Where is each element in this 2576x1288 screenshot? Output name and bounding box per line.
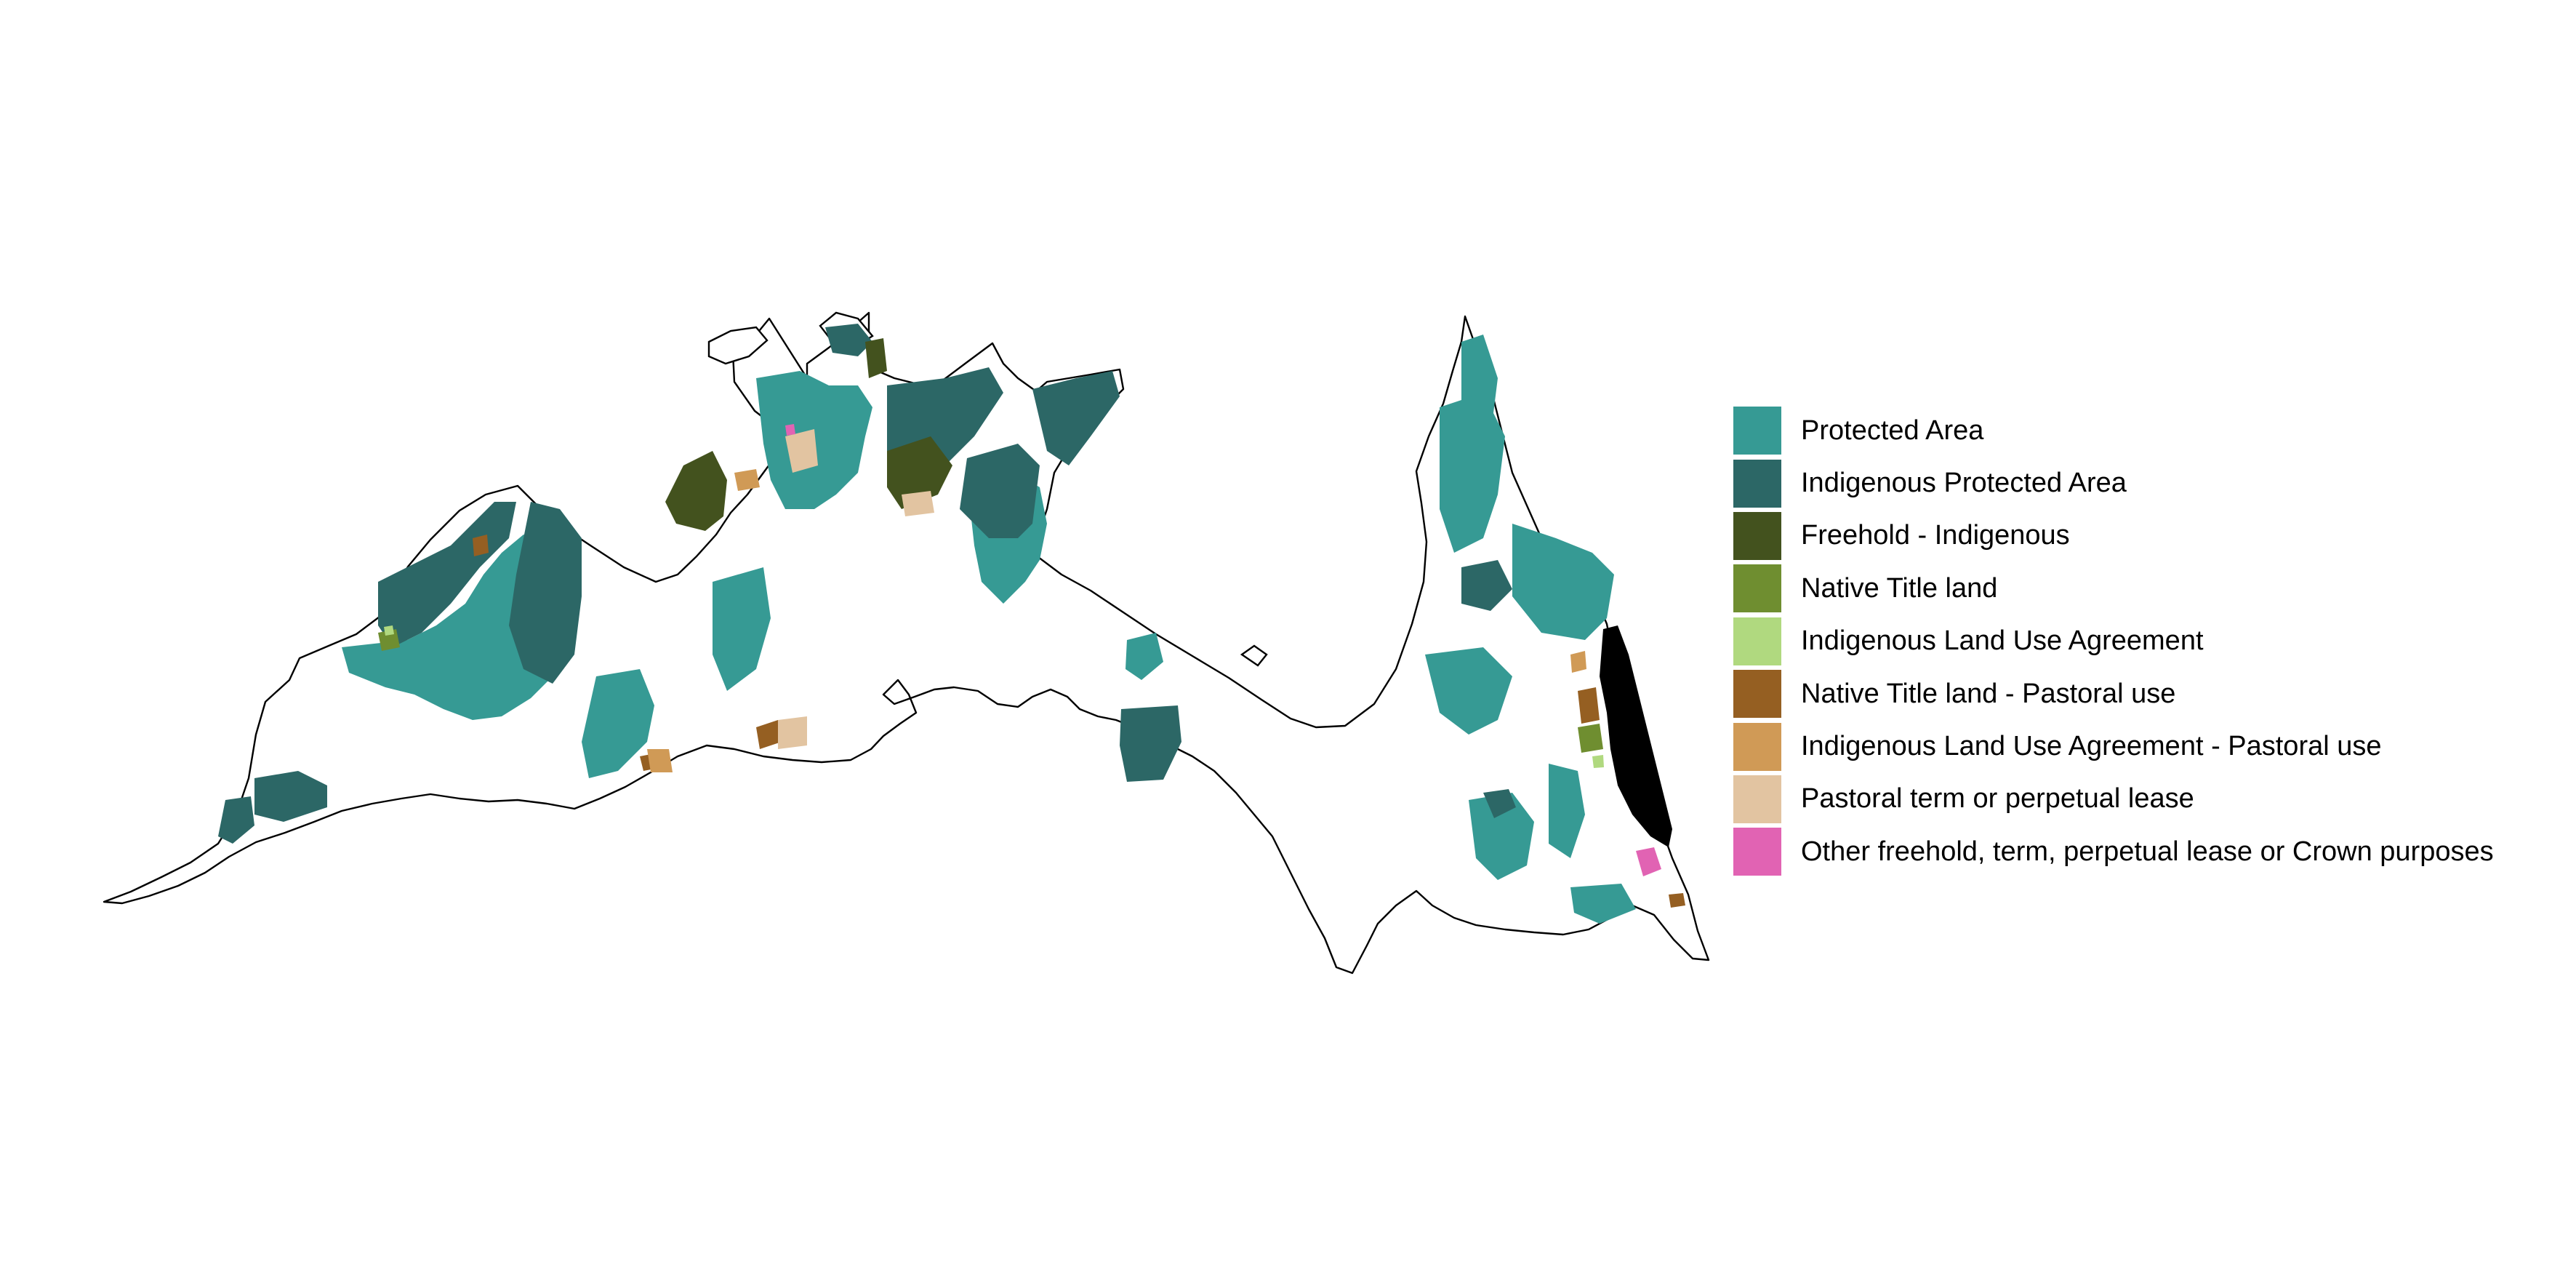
legend-swatch	[1733, 828, 1781, 876]
freehold-indigenous-region	[865, 338, 887, 378]
freehold-indigenous-region	[887, 436, 952, 509]
protected-area-region	[1425, 647, 1512, 735]
legend-swatch	[1733, 511, 1781, 560]
indigenous-protected-area-region	[254, 771, 327, 822]
other-tenure-region	[1636, 847, 1661, 876]
masked-area	[1600, 625, 1672, 847]
ilua-pastoral-region	[1570, 651, 1586, 673]
legend-label: Indigenous Land Use Agreement - Pastoral…	[1801, 731, 2382, 762]
legend-swatch	[1733, 564, 1781, 613]
indigenous-protected-area-region	[509, 502, 582, 684]
legend-item-pastoral-lease: Pastoral term or perpetual lease	[1733, 773, 2494, 825]
pastoral-lease-regions	[778, 429, 934, 749]
legend-item-ilua: Indigenous Land Use Agreement	[1733, 615, 2494, 668]
legend-item-ilua-pastoral: Indigenous Land Use Agreement - Pastoral…	[1733, 720, 2494, 772]
ilua-pastoral-region	[734, 469, 760, 491]
native-title-pastoral-region	[1578, 687, 1600, 724]
legend-swatch	[1733, 459, 1781, 508]
native-title-land-region	[378, 629, 400, 651]
legend-item-native-title-land: Native Title land	[1733, 562, 2494, 615]
protected-area-region	[1512, 524, 1614, 640]
protected-area-region	[1440, 393, 1505, 553]
protected-area-region	[1570, 884, 1636, 924]
legend-label: Indigenous Protected Area	[1801, 468, 2127, 499]
legend-item-freehold-indigenous: Freehold - Indigenous	[1733, 510, 2494, 562]
legend-swatch	[1733, 617, 1781, 665]
legend-item-protected-area: Protected Area	[1733, 404, 2494, 457]
legend-swatch	[1733, 722, 1781, 771]
ilua-pastoral-region	[647, 749, 673, 772]
other-tenure-region	[785, 424, 795, 436]
indigenous-protected-area-region	[1461, 560, 1512, 611]
legend-label: Pastoral term or perpetual lease	[1801, 783, 2194, 815]
ilua-pastoral-regions	[647, 469, 1586, 772]
native-title-pastoral-regions	[473, 535, 1685, 908]
indigenous-protected-area-region	[1120, 705, 1181, 782]
island-1	[707, 326, 769, 365]
legend-label: Protected Area	[1801, 415, 1984, 446]
ilua-regions	[384, 625, 1604, 768]
pastoral-lease-region	[902, 491, 934, 516]
island-3	[1240, 644, 1268, 667]
native-title-land-region	[1578, 724, 1603, 753]
indigenous-protected-area-region	[825, 324, 872, 356]
indigenous-protected-area-region	[1032, 371, 1120, 465]
legend-label: Native Title land - Pastoral use	[1801, 678, 2176, 709]
native-title-land-regions	[378, 629, 1603, 753]
other-tenure-regions	[785, 424, 1661, 876]
indigenous-protected-area-region	[1483, 789, 1516, 818]
protected-area-region	[1549, 764, 1585, 858]
legend-swatch	[1733, 670, 1781, 719]
ilua-region	[1592, 755, 1604, 768]
legend-label: Indigenous Land Use Agreement	[1801, 625, 2204, 657]
legend-label: Freehold - Indigenous	[1801, 520, 2070, 551]
protected-area-region	[582, 669, 654, 778]
pastoral-lease-region	[785, 429, 818, 473]
protected-area-region	[713, 567, 771, 691]
protected-area-region	[1469, 793, 1534, 880]
native-title-pastoral-region	[473, 535, 489, 556]
legend-item-other-tenure: Other freehold, term, perpetual lease or…	[1733, 825, 2494, 878]
native-title-pastoral-region	[756, 720, 782, 749]
protected-area-region	[1126, 633, 1163, 680]
tenure-areas	[218, 324, 1685, 924]
legend-label: Other freehold, term, perpetual lease or…	[1801, 836, 2494, 867]
freehold-indigenous-region	[665, 451, 727, 531]
pastoral-lease-region	[778, 716, 807, 749]
ilua-region	[384, 625, 394, 636]
legend-item-indigenous-protected-area: Indigenous Protected Area	[1733, 457, 2494, 509]
legend-item-native-title-pastoral: Native Title land - Pastoral use	[1733, 668, 2494, 720]
legend-label: Native Title land	[1801, 572, 1998, 604]
indigenous-protected-area-region	[960, 444, 1040, 538]
freehold-indigenous-regions	[665, 338, 952, 531]
indigenous-protected-area-region	[218, 796, 254, 844]
native-title-pastoral-region	[1669, 893, 1685, 908]
legend: Protected Area Indigenous Protected Area…	[1733, 404, 2494, 879]
legend-swatch	[1733, 407, 1781, 455]
legend-swatch	[1733, 775, 1781, 823]
